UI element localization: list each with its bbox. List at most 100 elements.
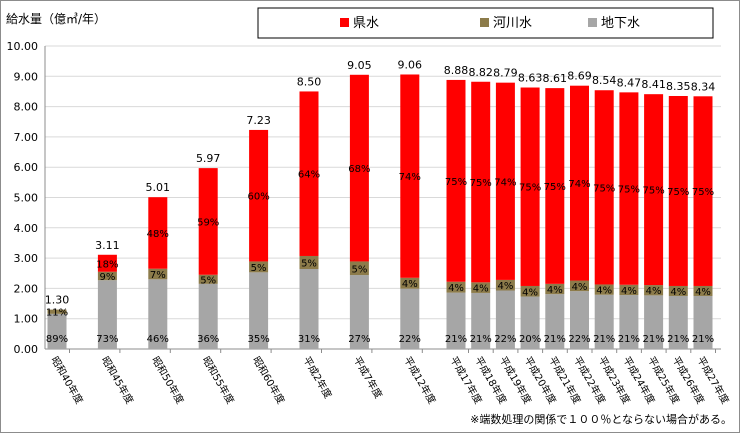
total-label: 8.47	[617, 76, 642, 89]
bar-segment	[619, 92, 639, 285]
data-label: 21%	[470, 334, 492, 345]
y-tick-label: 8.00	[14, 101, 39, 114]
data-label: 5%	[200, 275, 216, 286]
x-tick-label: 平成7年度	[351, 354, 385, 401]
data-label: 11%	[46, 308, 68, 319]
bar-segment	[545, 283, 565, 295]
bar-segment	[249, 261, 269, 273]
bars: 89% 11%1.30 73% 9% 18% 3.11 46% 7% 48% 5.01 36% 5% 5…	[45, 58, 715, 349]
data-label: 21%	[618, 334, 640, 345]
data-label: 4%	[473, 284, 489, 295]
data-label: 73%	[96, 334, 118, 345]
bar-segment	[148, 197, 168, 269]
bar-segment	[198, 274, 218, 284]
bar-segment	[471, 292, 491, 349]
data-label: 60%	[247, 192, 269, 203]
bar-segment	[249, 272, 269, 349]
legend-label: 県水	[353, 16, 379, 31]
data-label: 5%	[351, 264, 367, 275]
bar-segment	[520, 87, 540, 286]
bar-segment	[148, 279, 168, 349]
total-label: 5.01	[146, 181, 171, 194]
total-label: 8.79	[493, 67, 518, 80]
bar-segment	[693, 96, 713, 286]
x-tick-label: 昭和50年度	[149, 354, 187, 406]
y-tick-label: 5.00	[14, 192, 39, 205]
bar-segment	[594, 90, 614, 285]
data-label: 74%	[494, 177, 516, 188]
x-tick-label: 昭和55年度	[200, 354, 238, 406]
bar-segment	[520, 285, 540, 297]
bar-segment	[446, 79, 466, 282]
data-label: 20%	[519, 334, 541, 345]
total-label: 7.23	[246, 114, 271, 127]
data-label: 46%	[147, 334, 169, 345]
y-tick-label: 10.00	[7, 40, 39, 53]
data-label: 31%	[298, 334, 320, 345]
bar-segment	[47, 309, 67, 314]
y-tick-label: 3.00	[14, 252, 39, 265]
bar-segment	[198, 283, 218, 349]
bar-segment	[644, 94, 664, 286]
bar-segment	[446, 281, 466, 293]
legend-label: 河川水	[493, 16, 532, 31]
bar-segment	[545, 294, 565, 349]
total-label: 8.88	[444, 64, 469, 77]
bar-segment	[594, 284, 614, 295]
bar-segment	[446, 292, 466, 349]
data-label: 74%	[568, 179, 590, 190]
data-label: 4%	[497, 281, 513, 292]
data-label: 48%	[147, 229, 169, 240]
total-label: 3.11	[95, 239, 120, 252]
data-label: 7%	[150, 270, 166, 281]
data-label: 22%	[494, 334, 516, 345]
total-label: 8.54	[592, 74, 617, 87]
data-label: 21%	[544, 334, 566, 345]
bar-segment	[97, 271, 117, 281]
bar-segment	[148, 268, 168, 280]
y-tick-label: 7.00	[14, 131, 39, 144]
data-label: 22%	[399, 334, 421, 345]
data-label: 4%	[596, 286, 612, 297]
total-label: 1.30	[45, 294, 70, 307]
data-label: 27%	[348, 334, 370, 345]
bar-segment	[198, 168, 218, 275]
y-tick-label: 0.00	[14, 343, 39, 356]
data-label: 75%	[470, 178, 492, 189]
total-label: 8.50	[297, 75, 322, 88]
total-label: 9.06	[398, 58, 423, 71]
data-label: 59%	[197, 217, 219, 228]
bar-segment	[619, 295, 639, 349]
bar-segment	[349, 275, 369, 349]
data-label: 4%	[448, 283, 464, 294]
data-label: 18%	[96, 259, 118, 270]
data-label: 75%	[692, 187, 714, 198]
bar-segment	[570, 85, 589, 281]
bar-segment	[594, 294, 614, 349]
bar-segment	[644, 285, 664, 296]
y-tick-label: 9.00	[14, 70, 39, 83]
bar-segment	[471, 282, 491, 293]
bar-segment	[47, 313, 67, 349]
bar-segment	[495, 82, 515, 280]
bar-segment	[400, 277, 420, 289]
data-label: 75%	[544, 182, 566, 193]
data-label: 9%	[99, 272, 115, 283]
y-tick-label: 6.00	[14, 161, 39, 174]
x-axis-ticks: 昭和40年度 昭和45年度 昭和50年度 昭和55年度 昭和60年度 平成2年度 平成7年度…	[48, 349, 732, 406]
y-axis-label: 給水量（億㎥/年）	[6, 12, 107, 26]
bar-segment	[668, 295, 688, 349]
total-label: 8.35	[666, 80, 691, 93]
legend-label: 地下水	[601, 16, 640, 31]
total-label: 8.63	[518, 72, 543, 85]
x-tick-label: 昭和45年度	[99, 354, 137, 406]
data-label: 4%	[670, 287, 686, 298]
x-tick-label: 平成12年度	[401, 354, 439, 406]
bar-segment	[97, 254, 117, 272]
bar-segment	[349, 261, 369, 276]
bar-segment	[520, 296, 540, 349]
data-label: 75%	[667, 187, 689, 198]
bar-segment	[471, 81, 491, 283]
